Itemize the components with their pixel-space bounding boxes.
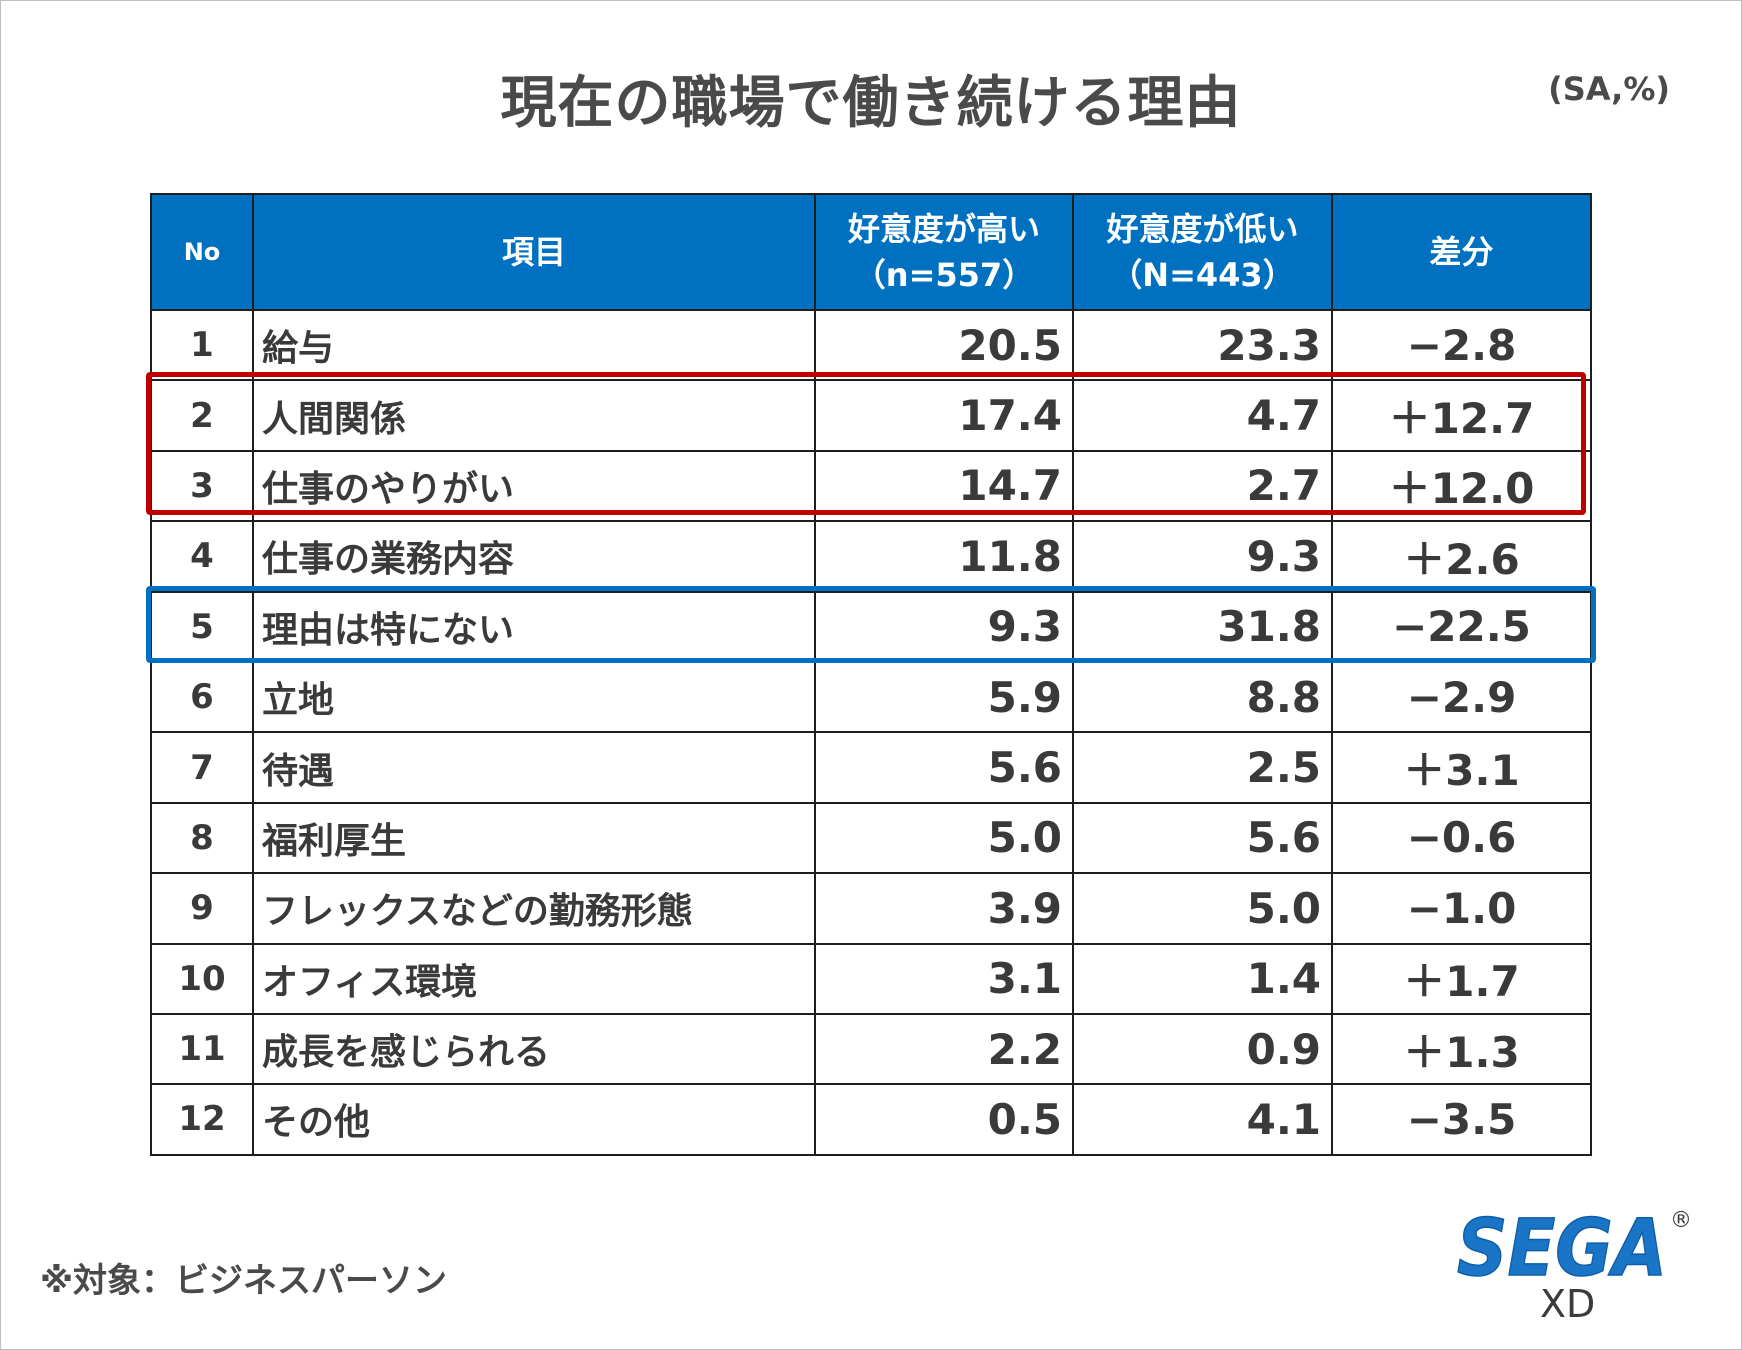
row-high-value: 0.5 <box>814 1083 1074 1156</box>
row-high-value: 5.6 <box>814 731 1074 804</box>
row-item: 理由は特にない <box>252 590 816 663</box>
sega-xd-logo: SEGA ® XD <box>1456 1203 1692 1325</box>
header-diff: 差分 <box>1331 193 1592 311</box>
table-row: 1 給与 20.5 23.3 −2.8 <box>150 308 1592 382</box>
results-table: No 項目 好意度が高い （n=557） 好意度が低い （N=443） 差分 1… <box>150 193 1592 1156</box>
table-row: 10 オフィス環境 3.1 1.4 ＋1.7 <box>150 942 1592 1015</box>
table-row: 9 フレックスなどの勤務形態 3.9 5.0 −1.0 <box>150 872 1592 945</box>
row-high-value: 17.4 <box>814 379 1074 452</box>
row-diff-value: −1.0 <box>1331 872 1592 945</box>
row-high-value: 5.0 <box>814 801 1074 875</box>
row-item: 人間関係 <box>252 379 816 452</box>
row-no: 4 <box>150 520 254 593</box>
row-no: 2 <box>150 379 254 452</box>
table-row: 4 仕事の業務内容 11.8 9.3 ＋2.6 <box>150 520 1592 593</box>
table-row: 11 成長を感じられる 2.2 0.9 ＋1.3 <box>150 1012 1592 1086</box>
row-high-value: 3.9 <box>814 872 1074 945</box>
row-no: 7 <box>150 731 254 804</box>
row-high-value: 2.2 <box>814 1012 1074 1086</box>
unit-label: (SA,%) <box>1548 70 1670 108</box>
row-item: 待遇 <box>252 731 816 804</box>
row-item: オフィス環境 <box>252 942 816 1015</box>
row-low-value: 5.6 <box>1072 801 1333 875</box>
row-low-value: 9.3 <box>1072 520 1333 593</box>
row-no: 1 <box>150 308 254 382</box>
row-diff-value: −22.5 <box>1331 590 1592 663</box>
row-diff-value: ＋3.1 <box>1331 731 1592 804</box>
row-diff-value: −2.8 <box>1331 308 1592 382</box>
table-body: 1 給与 20.5 23.3 −2.8 2 人間関係 17.4 4.7 ＋12.7 3 仕事のやりがい… <box>150 308 1592 1156</box>
row-no: 6 <box>150 660 254 734</box>
header-high-line2: （n=557） <box>853 256 1035 294</box>
row-item: 成長を感じられる <box>252 1012 816 1086</box>
row-item: 立地 <box>252 660 816 734</box>
row-low-value: 4.1 <box>1072 1083 1333 1156</box>
row-high-value: 3.1 <box>814 942 1074 1015</box>
logo-sub: XD <box>1540 1282 1595 1325</box>
row-low-value: 1.4 <box>1072 942 1333 1015</box>
row-no: 12 <box>150 1083 254 1156</box>
row-high-value: 9.3 <box>814 590 1074 663</box>
table-row: 12 その他 0.5 4.1 −3.5 <box>150 1083 1592 1156</box>
table-row: 6 立地 5.9 8.8 −2.9 <box>150 660 1592 734</box>
header-no: No <box>150 193 254 311</box>
header-low: 好意度が低い （N=443） <box>1072 193 1333 311</box>
row-high-value: 5.9 <box>814 660 1074 734</box>
logo-registered: ® <box>1670 1208 1692 1233</box>
header-item: 項目 <box>252 193 816 311</box>
highlight-blue-box <box>146 586 1596 663</box>
row-no: 11 <box>150 1012 254 1086</box>
header-high-line1: 好意度が高い <box>847 209 1040 248</box>
header-high: 好意度が高い （n=557） <box>814 193 1074 311</box>
row-diff-value: ＋12.7 <box>1331 379 1592 452</box>
row-no: 10 <box>150 942 254 1015</box>
table-row: 8 福利厚生 5.0 5.6 −0.6 <box>150 801 1592 875</box>
row-low-value: 5.0 <box>1072 872 1333 945</box>
row-diff-value: ＋1.3 <box>1331 1012 1592 1086</box>
row-low-value: 31.8 <box>1072 590 1333 663</box>
row-no: 8 <box>150 801 254 875</box>
logo-brand: SEGA <box>1457 1204 1667 1294</box>
table-row: 2 人間関係 17.4 4.7 ＋12.7 <box>150 379 1592 452</box>
table-row: 5 理由は特にない 9.3 31.8 −22.5 <box>150 590 1592 663</box>
row-diff-value: ＋1.7 <box>1331 942 1592 1015</box>
row-low-value: 4.7 <box>1072 379 1333 452</box>
row-low-value: 8.8 <box>1072 660 1333 734</box>
row-item: 給与 <box>252 308 816 382</box>
highlight-red-box <box>146 372 1586 515</box>
table-row: 7 待遇 5.6 2.5 ＋3.1 <box>150 731 1592 804</box>
row-item: 仕事の業務内容 <box>252 520 816 593</box>
row-item: その他 <box>252 1083 816 1156</box>
header-low-line2: （N=443） <box>1110 256 1295 294</box>
row-diff-value: −2.9 <box>1331 660 1592 734</box>
row-high-value: 20.5 <box>814 308 1074 382</box>
row-diff-value: ＋2.6 <box>1331 520 1592 593</box>
row-item: 福利厚生 <box>252 801 816 875</box>
row-low-value: 2.5 <box>1072 731 1333 804</box>
page-title: 現在の職場で働き続ける理由 <box>500 71 1242 136</box>
row-diff-value: −3.5 <box>1331 1083 1592 1156</box>
row-low-value: 0.9 <box>1072 1012 1333 1086</box>
row-high-value: 11.8 <box>814 520 1074 593</box>
table-header-row: No 項目 好意度が高い （n=557） 好意度が低い （N=443） 差分 <box>150 193 1592 311</box>
header-low-line1: 好意度が低い <box>1106 209 1299 248</box>
row-diff-value: −0.6 <box>1331 801 1592 875</box>
footnote: ※対象：ビジネスパーソン <box>40 1261 448 1301</box>
row-item: フレックスなどの勤務形態 <box>252 872 816 945</box>
row-low-value: 23.3 <box>1072 308 1333 382</box>
row-no: 9 <box>150 872 254 945</box>
